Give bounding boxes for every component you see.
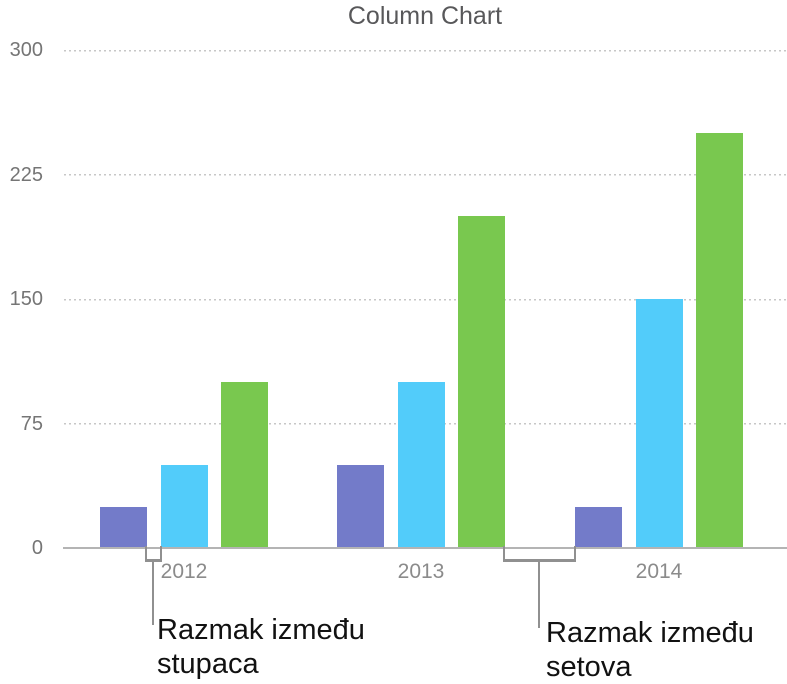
bracket-right-tick (159, 546, 162, 561)
bar-2014-series-2 (636, 299, 683, 548)
x-label-2012: 2012 (160, 560, 208, 583)
y-tick-label-300: 300 (9, 39, 43, 61)
annotation-line-2: setova (546, 651, 632, 683)
gridline-300 (64, 49, 787, 52)
bar-2013-series-3 (458, 216, 505, 548)
gridline-150 (64, 298, 787, 301)
bar-2013-series-2 (398, 382, 445, 548)
bracket-left-tick (144, 546, 147, 561)
y-tick-label-225: 225 (9, 163, 43, 186)
annotation-line-2: stupaca (157, 648, 259, 680)
bracket-stem (537, 561, 540, 628)
bracket-left-tick (502, 546, 505, 561)
x-label-2013: 2013 (397, 560, 445, 583)
bracket-stem (151, 561, 154, 625)
x-axis-line (63, 547, 787, 549)
bar-2014-series-3 (696, 133, 743, 548)
chart-title: Column Chart (347, 2, 503, 30)
y-tick-label-75: 75 (20, 412, 43, 435)
annotation-column-gap: Razmak između stupaca (157, 613, 365, 681)
gridline-225 (64, 174, 787, 176)
bar-2012-series-1 (100, 506, 147, 548)
annotation-line-1: Razmak između (157, 614, 365, 646)
bracket-right-tick (573, 546, 576, 561)
bracket-bottom-bar (502, 559, 576, 562)
y-tick-label-0: 0 (31, 537, 43, 559)
bar-2013-series-1 (337, 465, 384, 548)
x-label-2014: 2014 (635, 560, 683, 583)
bracket-bottom-bar (144, 559, 162, 562)
bar-2012-series-2 (161, 465, 208, 548)
annotation-set-gap: Razmak između setova (546, 616, 754, 684)
bar-2012-series-3 (221, 382, 268, 548)
bar-2014-series-1 (575, 506, 622, 548)
annotation-line-1: Razmak između (546, 617, 754, 649)
y-tick-label-150: 150 (9, 288, 43, 310)
